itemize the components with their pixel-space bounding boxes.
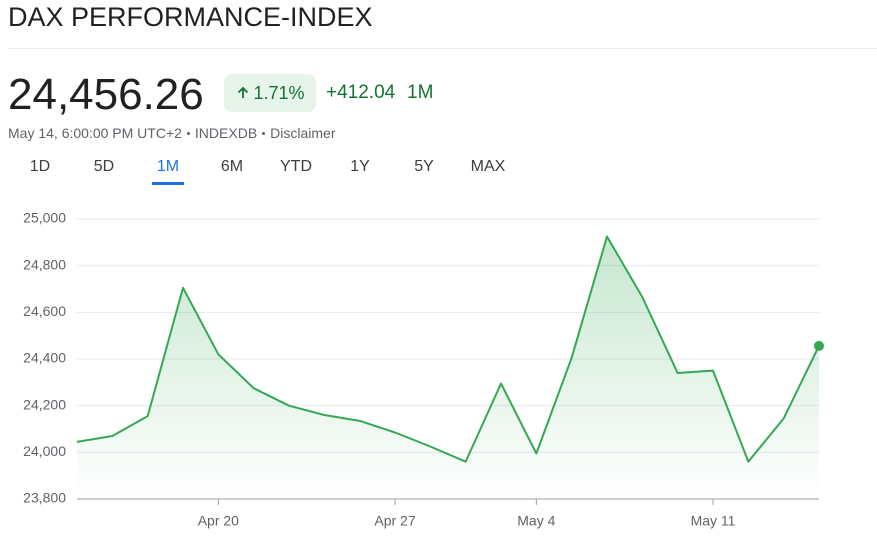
separator bbox=[8, 48, 877, 49]
range-tab[interactable]: MAX bbox=[470, 158, 506, 175]
y-tick-label: 24,200 bbox=[23, 396, 66, 412]
y-tick-label: 24,000 bbox=[23, 443, 66, 459]
range-tab[interactable]: 1D bbox=[29, 158, 51, 175]
disclaimer-link[interactable]: Disclaimer bbox=[270, 125, 336, 141]
range-tab[interactable]: 6M bbox=[220, 158, 244, 175]
x-tick-label: May 11 bbox=[691, 513, 736, 529]
change-badge: 1.71% bbox=[224, 74, 316, 112]
line bbox=[76, 235, 820, 463]
change: +412.04 bbox=[326, 82, 396, 103]
y-tick-label: 24,800 bbox=[23, 256, 66, 272]
y-tick-label: 23,800 bbox=[23, 490, 66, 506]
price: 24,456.26 bbox=[8, 70, 204, 119]
x-tick-label: May 4 bbox=[517, 513, 555, 529]
period: 1M bbox=[407, 82, 434, 103]
separator-dot bbox=[262, 131, 266, 135]
meta: May 14, 6:00:00 PM UTC+2 INDEXDB Disclai… bbox=[8, 125, 336, 141]
y-tick-label: 24,600 bbox=[23, 303, 66, 319]
x-tick-label: Apr 27 bbox=[374, 513, 415, 529]
range-tab[interactable]: 1Y bbox=[350, 158, 370, 175]
separator-dot bbox=[186, 131, 190, 135]
range-tab[interactable]: YTD bbox=[280, 158, 312, 175]
title: DAX PERFORMANCE-INDEX bbox=[8, 2, 373, 32]
timestamp: May 14, 6:00:00 PM UTC+2 bbox=[8, 125, 182, 141]
source: INDEXDB bbox=[194, 125, 258, 141]
range-tab[interactable]: 5Y bbox=[414, 158, 434, 175]
area bbox=[77, 236, 819, 499]
x-tick-label: Apr 20 bbox=[198, 513, 239, 529]
chart: 23,800 24,000 24,200 24,400 24,600 24,800 25,0… bbox=[23, 210, 824, 529]
range-tab[interactable]: 5D bbox=[93, 158, 115, 175]
change-percent: 1.71% bbox=[253, 82, 305, 103]
y-tick-label: 25,000 bbox=[23, 210, 66, 226]
range-tabs: 1D 5D 1M 6M YTD 1Y 5Y MAX bbox=[8, 157, 520, 185]
up-arrow bbox=[238, 86, 249, 98]
range-tab[interactable]: 1M bbox=[136, 157, 200, 185]
end-point bbox=[814, 340, 824, 351]
y-tick-label: 24,400 bbox=[23, 350, 66, 366]
